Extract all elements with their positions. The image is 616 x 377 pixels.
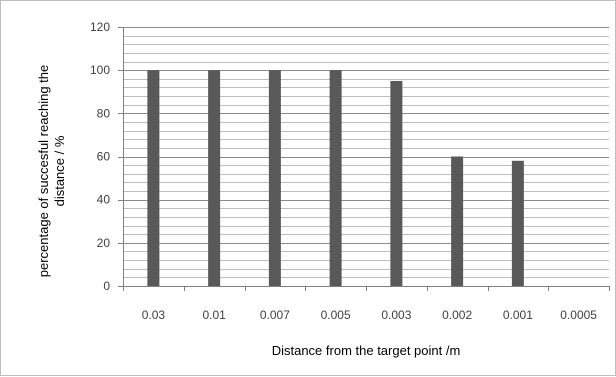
x-tick-label: 0.007 <box>260 308 290 322</box>
axes <box>118 27 610 291</box>
x-tick-labels: 0.03 0.01 0.007 0.005 0.003 0.002 0.001 0.0005 <box>142 308 598 322</box>
y-tick-label: 20 <box>97 236 111 250</box>
grid-lines <box>123 27 609 278</box>
x-axis-title: Distance from the target point /m <box>272 343 461 358</box>
x-tick-label: 0.03 <box>142 308 166 322</box>
y-axis-title-line2: distance / % <box>52 135 67 206</box>
x-tick-label: 0.002 <box>442 308 472 322</box>
x-tick-label: 0.0005 <box>560 308 597 322</box>
y-tick-label: 80 <box>97 106 111 120</box>
bar <box>451 156 464 286</box>
bar <box>390 80 403 286</box>
y-tick-label: 0 <box>103 279 110 293</box>
bar <box>511 160 524 286</box>
bar <box>268 70 281 287</box>
bar <box>329 70 342 287</box>
y-tick-label: 120 <box>90 20 110 34</box>
y-axis-title-group: percentage of succesful reaching the dis… <box>36 65 67 277</box>
y-tick-label: 60 <box>97 150 111 164</box>
x-tick-label: 0.01 <box>202 308 226 322</box>
y-axis-title-line1: percentage of succesful reaching the <box>36 65 51 277</box>
bars <box>147 70 524 287</box>
y-tick-label: 100 <box>90 63 110 77</box>
y-tick-label: 40 <box>97 193 111 207</box>
y-tick-labels: 0 20 40 60 80 100 120 <box>90 20 110 293</box>
x-tick-label: 0.003 <box>381 308 411 322</box>
x-tick-label: 0.001 <box>503 308 533 322</box>
bar <box>147 70 160 287</box>
bar <box>208 70 221 287</box>
x-tick-label: 0.005 <box>321 308 351 322</box>
